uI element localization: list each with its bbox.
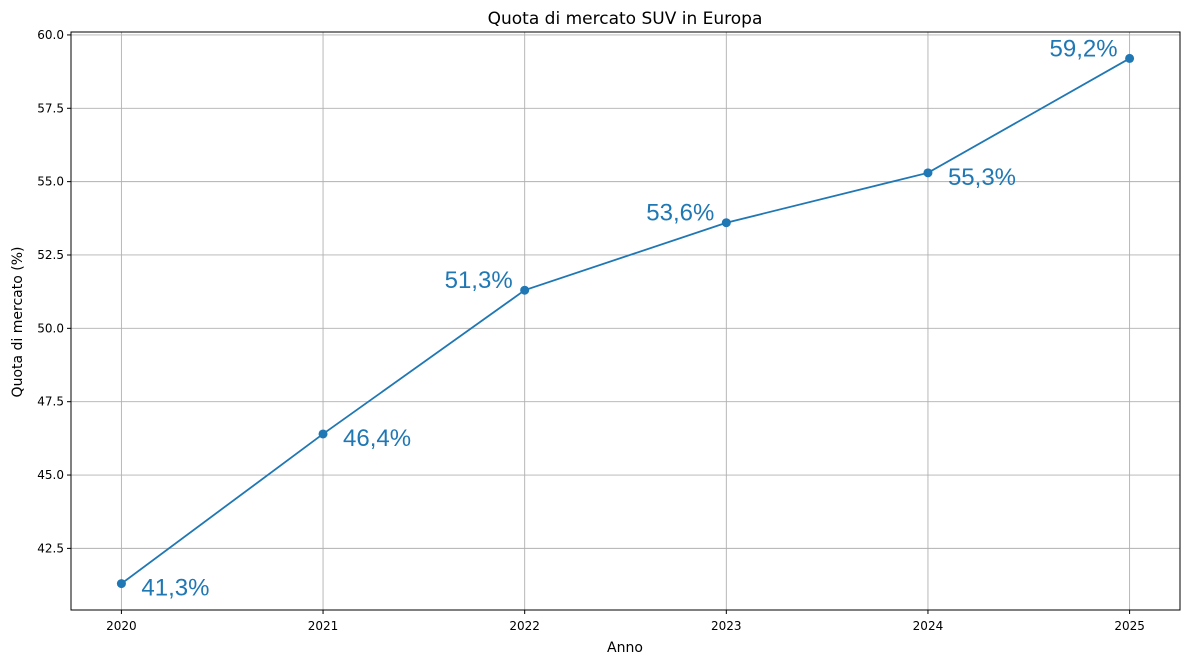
series-line (120, 57, 1131, 585)
x-tick-label: 2025 (1114, 619, 1145, 633)
data-point (116, 579, 126, 589)
y-tick-label: 55.0 (37, 175, 64, 189)
x-tick-label: 2020 (106, 619, 137, 633)
series (116, 53, 1135, 589)
x-tick-label: 2021 (308, 619, 339, 633)
x-tick-label: 2024 (913, 619, 944, 633)
x-tick-label: 2022 (509, 619, 540, 633)
axes: 2020 2021 2022 2023 2024 2025 42.5 45.0 47.5 50.0… (37, 28, 1181, 633)
y-tick-label: 45.0 (37, 468, 64, 482)
x-axis-title: Anno (607, 640, 643, 656)
data-label: 41,3% (141, 575, 209, 602)
y-tick-label: 60.0 (37, 28, 64, 42)
plot-frame (70, 31, 1181, 611)
y-tick-label: 57.5 (37, 101, 64, 115)
data-label: 53,6% (646, 200, 714, 227)
data-label: 59,2% (1050, 35, 1118, 62)
chart-title: Quota di mercato SUV in Europa (488, 9, 763, 29)
x-tick-label: 2023 (711, 619, 742, 633)
y-tick-label: 47.5 (37, 395, 64, 409)
data-point (318, 429, 328, 439)
data-point (721, 218, 731, 228)
data-label: 46,4% (343, 425, 411, 452)
y-axis-title: Quota di mercato (%) (10, 247, 26, 398)
data-label: 51,3% (445, 267, 513, 294)
data-labels: 41,3% 46,4% 51,3% 53,6% 55,3% 59,2% (141, 35, 1117, 601)
grid (71, 32, 1180, 610)
data-label: 55,3% (948, 164, 1016, 191)
data-point (1125, 53, 1135, 63)
y-tick-label: 42.5 (37, 541, 64, 555)
data-point (923, 168, 933, 178)
y-tick-label: 50.0 (37, 321, 64, 335)
data-point (520, 285, 530, 295)
y-tick-label: 52.5 (37, 248, 64, 262)
